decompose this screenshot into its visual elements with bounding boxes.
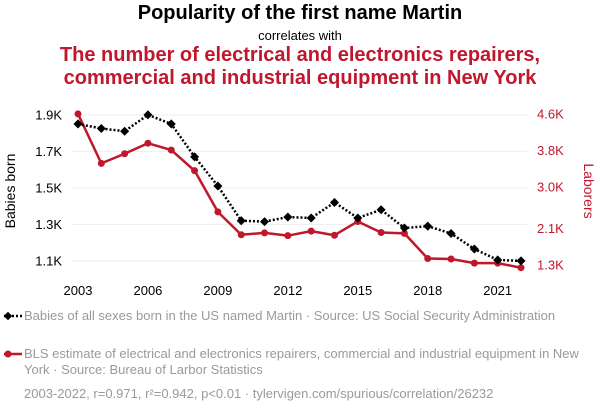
data-point-laborers bbox=[191, 167, 199, 175]
subtitle-line-1: The number of electrical and electronics… bbox=[59, 44, 541, 66]
y-tick-label-right: 4.6K bbox=[537, 106, 564, 121]
chart-title: Popularity of the first name Martin bbox=[137, 2, 463, 24]
data-point-laborers bbox=[261, 229, 269, 237]
data-point-babies bbox=[190, 152, 200, 162]
data-point-laborers bbox=[447, 255, 455, 263]
data-point-babies bbox=[236, 216, 246, 226]
x-tick-label: 2003 bbox=[64, 283, 93, 298]
legend-text-babies: Babies of all sexes born in the US named… bbox=[24, 308, 556, 323]
data-point-laborers bbox=[400, 229, 408, 237]
y-tick-label-left: 1.1K bbox=[35, 253, 62, 268]
gridlines bbox=[72, 114, 527, 262]
series-line-babies bbox=[77, 113, 522, 263]
data-point-babies bbox=[423, 221, 433, 231]
data-point-laborers bbox=[97, 159, 105, 167]
data-point-babies bbox=[516, 256, 526, 266]
legend-marker-laborers bbox=[4, 350, 22, 358]
x-tick-label: 2006 bbox=[133, 283, 162, 298]
data-point-laborers bbox=[470, 259, 478, 267]
y-tick-label-right: 1.3K bbox=[537, 257, 564, 272]
data-point-laborers bbox=[377, 228, 385, 236]
data-point-laborers bbox=[167, 146, 175, 154]
legend-marker-babies bbox=[3, 311, 22, 321]
data-point-babies bbox=[329, 197, 339, 207]
x-tick-label: 2021 bbox=[483, 283, 512, 298]
y-axis-label-left: Babies born bbox=[2, 154, 18, 229]
legend-item-laborers: BLS estimate of electrical and electroni… bbox=[4, 346, 584, 378]
data-point-laborers bbox=[121, 150, 129, 158]
data-point-babies bbox=[283, 212, 293, 222]
data-point-babies bbox=[143, 110, 153, 120]
data-point-babies bbox=[96, 123, 106, 134]
data-point-babies bbox=[353, 213, 363, 223]
left-axis-ticks: 1.1K 1.3K 1.5K 1.7K 1.9K bbox=[35, 107, 62, 268]
data-point-laborers bbox=[214, 208, 222, 216]
y-tick-label-left: 1.3K bbox=[35, 217, 62, 232]
data-point-babies bbox=[166, 119, 176, 129]
data-point-babies bbox=[376, 205, 386, 215]
right-axis-ticks: 1.3K 2.1K 3.0K 3.8K 4.6K bbox=[537, 106, 564, 272]
y-tick-label-right: 2.1K bbox=[537, 221, 564, 236]
y-tick-label-right: 3.8K bbox=[537, 143, 564, 158]
legend-item-babies: Babies of all sexes born in the US named… bbox=[3, 308, 584, 324]
x-tick-label: 2009 bbox=[203, 283, 232, 298]
data-point-laborers bbox=[307, 227, 315, 235]
x-tick-label: 2015 bbox=[343, 283, 372, 298]
footer-stats: 2003-2022, r=0.971, r²=0.942, p<0.01 · t… bbox=[24, 386, 494, 401]
data-point-laborers bbox=[144, 139, 152, 147]
y-tick-label-right: 3.0K bbox=[537, 180, 564, 195]
correlates-label: correlates with bbox=[258, 28, 342, 43]
y-tick-label-left: 1.5K bbox=[35, 180, 62, 195]
subtitle-line-2: commercial and industrial equipment in N… bbox=[63, 67, 537, 89]
data-point-laborers bbox=[284, 232, 292, 240]
y-tick-label-left: 1.9K bbox=[35, 107, 62, 122]
data-point-babies bbox=[306, 213, 316, 223]
x-axis-ticks: 2003 2006 2009 2012 2015 2018 2021 bbox=[64, 283, 513, 298]
data-point-laborers bbox=[517, 264, 525, 272]
data-point-babies bbox=[73, 119, 83, 129]
chart-subtitle: The number of electrical and electronics… bbox=[0, 44, 600, 90]
series-line-laborers bbox=[76, 113, 522, 269]
data-point-laborers bbox=[237, 231, 245, 239]
x-tick-label: 2012 bbox=[273, 283, 302, 298]
legend-text-laborers: BLS estimate of electrical and electroni… bbox=[24, 346, 579, 377]
data-point-babies bbox=[120, 126, 130, 136]
x-tick-label: 2018 bbox=[413, 283, 442, 298]
series-laborers bbox=[74, 110, 525, 272]
data-point-laborers bbox=[330, 231, 338, 239]
data-point-babies bbox=[469, 244, 479, 254]
y-axis-label-right: Laborers bbox=[581, 163, 597, 218]
data-point-babies bbox=[260, 217, 270, 227]
data-point-laborers bbox=[74, 110, 82, 118]
y-tick-label-left: 1.7K bbox=[35, 144, 62, 159]
data-point-laborers bbox=[424, 255, 432, 263]
data-point-babies bbox=[213, 181, 223, 191]
chart-area: 1.1K 1.3K 1.5K 1.7K 1.9K 1.3K 2.1K 3.0K 3.8K 4.6… bbox=[2, 106, 597, 298]
